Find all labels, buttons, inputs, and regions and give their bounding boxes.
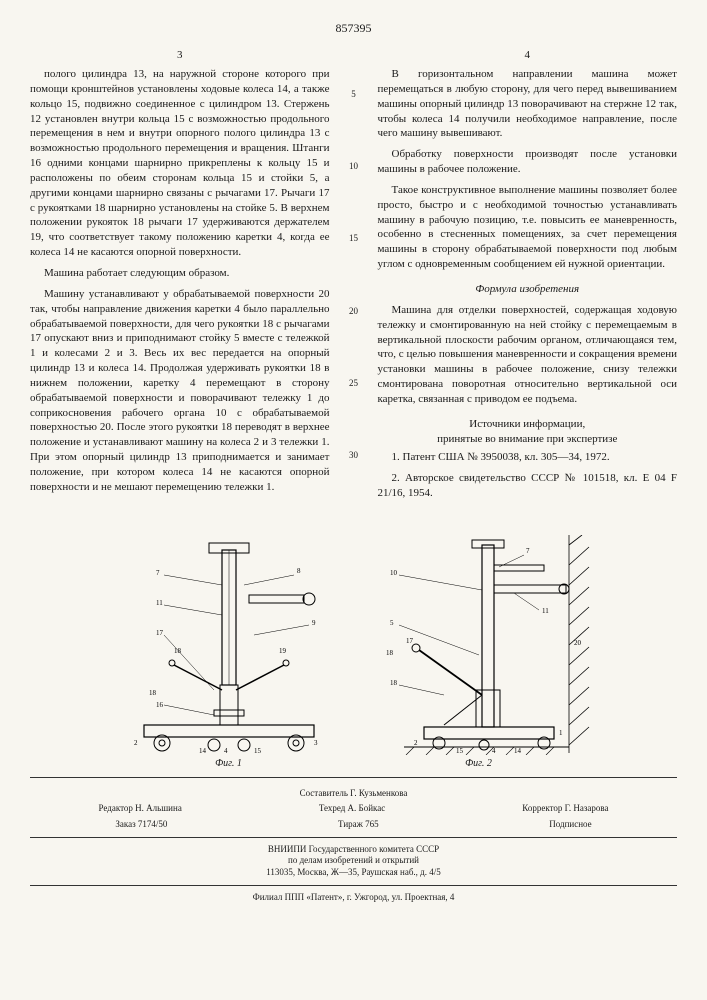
sources-title: Источники информации, принятые во вниман…: [378, 417, 678, 447]
svg-text:20: 20: [574, 639, 582, 647]
col-num-left: 3: [30, 48, 330, 63]
svg-text:10: 10: [390, 569, 398, 577]
line-numbers: 5 10 15 20 25 30: [346, 48, 362, 521]
left-column: 3 полого цилиндра 13, на наружной сторон…: [30, 48, 330, 521]
svg-text:18: 18: [390, 679, 398, 687]
svg-text:7: 7: [526, 547, 530, 555]
editor: Редактор Н. Альшина: [99, 803, 182, 815]
svg-text:11: 11: [542, 607, 549, 615]
svg-text:9: 9: [312, 619, 316, 627]
para-l-2: Машину устанавливают у обрабатываемой по…: [30, 287, 330, 495]
right-column: 4 В горизонтальном направлении машина мо…: [378, 48, 678, 521]
svg-text:11: 11: [156, 599, 163, 607]
fig1-label: Фиг. 1: [114, 757, 344, 771]
fig2-label: Фиг. 2: [364, 757, 594, 771]
svg-text:18: 18: [386, 649, 394, 657]
patent-number: 857395: [30, 20, 677, 36]
para-r-0: В горизонтальном направлении машина може…: [378, 67, 678, 141]
svg-text:5: 5: [390, 619, 394, 627]
svg-text:14: 14: [514, 747, 522, 755]
figure-2: 10 5 18 18 7 11 20 2 15 4 14 1 17 Фиг. 2: [364, 535, 594, 771]
svg-text:8: 8: [297, 567, 301, 575]
svg-text:4: 4: [492, 747, 496, 755]
para-l-1: Машина работает следующим образом.: [30, 266, 330, 281]
svg-text:19: 19: [279, 647, 287, 655]
source-2: 2. Авторское свидетельство СССР № 101518…: [378, 471, 678, 501]
svg-text:15: 15: [456, 747, 464, 755]
corrector: Корректор Г. Назарова: [522, 803, 608, 815]
divider: [30, 777, 677, 778]
svg-text:18: 18: [149, 689, 157, 697]
subscription: Подписное: [549, 819, 591, 831]
para-r-2: Такое конструктивное выполнение машины п…: [378, 183, 678, 272]
svg-text:18: 18: [174, 647, 182, 655]
compiler: Составитель Г. Кузьменкова: [30, 788, 677, 800]
svg-text:14: 14: [199, 747, 207, 755]
svg-text:17: 17: [406, 637, 414, 645]
svg-text:7: 7: [156, 569, 160, 577]
svg-text:2: 2: [134, 739, 138, 747]
svg-text:2: 2: [414, 739, 418, 747]
svg-text:3: 3: [314, 739, 318, 747]
para-r-1: Обработку поверхности производят после у…: [378, 147, 678, 177]
formula-title: Формула изобретения: [378, 282, 678, 297]
formula-text: Машина для отделки поверхностей, содержа…: [378, 303, 678, 407]
para-l-0: полого цилиндра 13, на наружной стороне …: [30, 67, 330, 260]
svg-text:1: 1: [559, 729, 563, 737]
vniipi: ВНИИПИ Государственного комитета СССР по…: [30, 844, 677, 879]
svg-text:17: 17: [156, 629, 164, 637]
svg-text:15: 15: [254, 747, 262, 755]
footer: Составитель Г. Кузьменкова Редактор Н. А…: [30, 788, 677, 904]
svg-text:16: 16: [156, 701, 164, 709]
figure-1: 7 11 17 18 16 8 9 2 3 14 15 4 18 19 Фиг.…: [114, 535, 344, 771]
source-1: 1. Патент США № 3950038, кл. 305—34, 197…: [378, 450, 678, 465]
filial: Филиал ППП «Патент», г. Ужгород, ул. Про…: [30, 892, 677, 904]
figures-row: 7 11 17 18 16 8 9 2 3 14 15 4 18 19 Фиг.…: [30, 535, 677, 771]
order: Заказ 7174/50: [115, 819, 167, 831]
tirazh: Тираж 765: [338, 819, 379, 831]
col-num-right: 4: [378, 48, 678, 63]
techred: Техред А. Бойкас: [319, 803, 385, 815]
text-columns: 3 полого цилиндра 13, на наружной сторон…: [30, 48, 677, 521]
svg-text:4: 4: [224, 747, 228, 755]
